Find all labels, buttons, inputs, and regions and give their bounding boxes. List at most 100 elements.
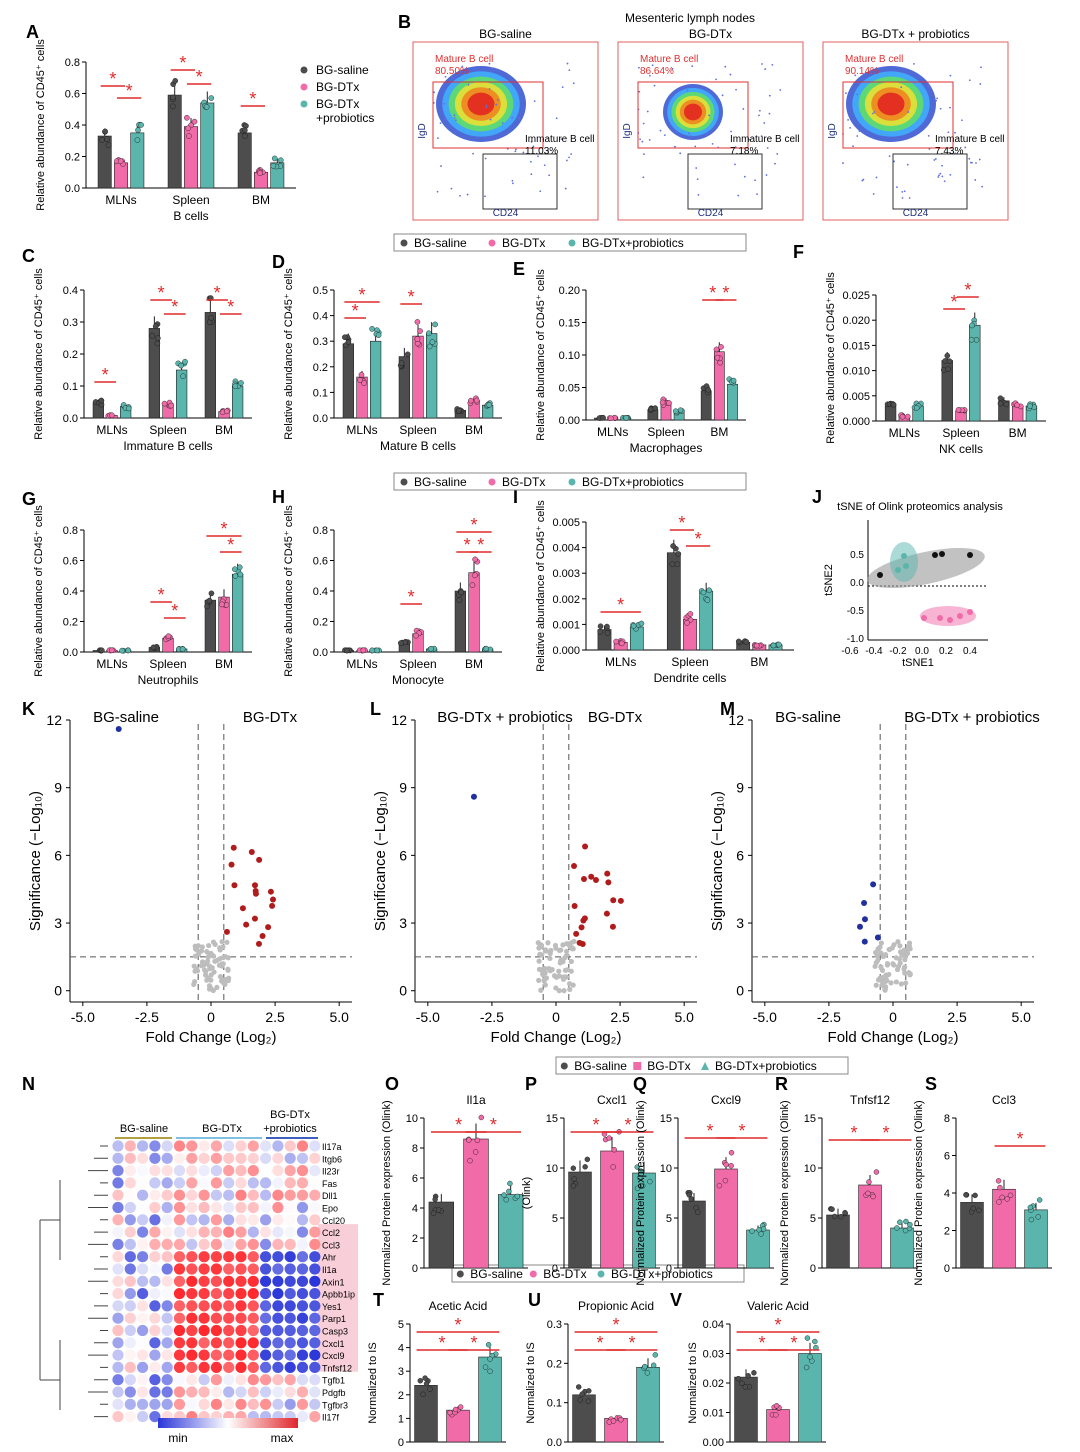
event-dot: [646, 110, 649, 113]
data-point: [623, 414, 630, 421]
ns-point: [208, 977, 214, 983]
data-point: [360, 647, 367, 654]
heatmap-cell: [260, 1312, 272, 1324]
event-dot: [679, 152, 682, 155]
heatmap-cell: [124, 1201, 136, 1214]
data-point: [963, 1192, 969, 1198]
event-dot: [484, 157, 487, 160]
y-tick-label: 4: [398, 1343, 404, 1355]
heatmap-cell: [198, 1337, 210, 1349]
significance-star: *: [179, 53, 186, 73]
heatmap-cell: [284, 1300, 296, 1312]
heatmap-cell: [198, 1398, 210, 1410]
ns-point: [538, 942, 544, 948]
tsne-point: [903, 563, 909, 569]
event-dot: [979, 83, 982, 85]
significance-star: *: [220, 519, 227, 539]
data-point: [472, 572, 478, 579]
comparison-right: BG-DTx + probiotics: [904, 709, 1039, 726]
legend-marker: [568, 239, 576, 247]
data-point: [997, 395, 1004, 402]
significance-star: *: [408, 287, 415, 307]
significance-star: *: [249, 89, 256, 109]
ns-point: [882, 986, 888, 992]
bar: [412, 335, 424, 419]
bar: [497, 1194, 524, 1269]
event-dot: [705, 133, 708, 136]
y-tick-label: 0.0: [313, 647, 328, 659]
heatmap-cell: [309, 1238, 321, 1250]
mature-gate-pct: 80.50%: [435, 66, 469, 77]
x-axis-title: B cells: [173, 209, 208, 223]
event-dot: [472, 152, 475, 155]
data-point: [417, 1378, 423, 1384]
density-contour: [467, 92, 495, 116]
ns-point: [536, 977, 542, 983]
event-dot: [721, 94, 724, 97]
data-point: [1027, 1204, 1034, 1211]
y-tick-label: 0.03: [703, 1349, 724, 1361]
ns-point: [891, 962, 897, 968]
data-point: [149, 332, 156, 339]
heatmap-cell: [247, 1214, 259, 1226]
up-point: [267, 888, 274, 895]
y-tick-label: 0.015: [842, 340, 870, 352]
group-label: Spleen: [671, 655, 708, 669]
data-point: [414, 319, 421, 325]
heatmap-cell: [309, 1349, 321, 1361]
heatmap-cell: [223, 1201, 235, 1214]
chart-title: Ccl3: [992, 1093, 1016, 1107]
gene-label: Casp3: [322, 1327, 348, 1337]
y-tick-label: 6: [399, 847, 407, 863]
panel-letter-q: Q: [633, 1074, 647, 1094]
ns-point: [538, 987, 544, 993]
event-dot: [949, 173, 952, 176]
flow-panel-title: BG-DTx: [689, 27, 732, 41]
up-point: [223, 928, 230, 935]
y-tick-label: 10: [546, 1163, 558, 1175]
ns-point: [194, 966, 200, 972]
heatmap-cell: [149, 1251, 161, 1263]
event-dot: [572, 82, 575, 85]
legend-label: BG-DTx: [502, 236, 545, 250]
data-point: [169, 94, 176, 101]
heatmap-cell: [247, 1263, 259, 1275]
heatmap-cell: [137, 1398, 149, 1410]
y-axis-title: tSNE2: [823, 564, 835, 596]
down-point: [870, 881, 877, 888]
x-axis-title: Dendrite cells: [654, 671, 727, 685]
ns-point: [886, 947, 893, 953]
data-point: [600, 414, 606, 421]
ns-point: [564, 948, 570, 955]
bar: [204, 312, 216, 419]
scale-min: min: [168, 1431, 187, 1445]
gene-label: Tnfsf12: [322, 1363, 352, 1373]
heatmap-cell: [284, 1201, 296, 1214]
ns-point: [219, 939, 225, 945]
heatmap-cell: [260, 1300, 272, 1312]
bar: [370, 340, 382, 419]
y-tick-label: 0: [736, 983, 744, 999]
data-point: [903, 1218, 909, 1225]
heatmap-cell: [296, 1189, 309, 1201]
event-dot: [766, 147, 769, 149]
data-point: [751, 1370, 757, 1376]
heatmap-cell: [210, 1226, 222, 1238]
heatmap-cell: [137, 1177, 149, 1189]
heatmap-cell: [260, 1226, 272, 1238]
heatmap-cell: [247, 1324, 259, 1337]
heatmap-cell: [260, 1398, 272, 1410]
data-point: [630, 623, 637, 629]
data-point: [582, 1164, 588, 1170]
event-dot: [947, 131, 950, 134]
y-tick-label: 10: [406, 1113, 418, 1125]
heatmap-cell: [235, 1189, 247, 1201]
heatmap-cell: [198, 1349, 210, 1361]
up-point: [573, 930, 580, 937]
chart-title: Acetic Acid: [429, 1299, 488, 1313]
data-point: [398, 360, 405, 366]
mature-gate-label: Mature B cell: [845, 54, 903, 65]
heatmap-cell: [309, 1386, 321, 1398]
data-point: [945, 366, 952, 372]
data-point: [204, 603, 210, 610]
